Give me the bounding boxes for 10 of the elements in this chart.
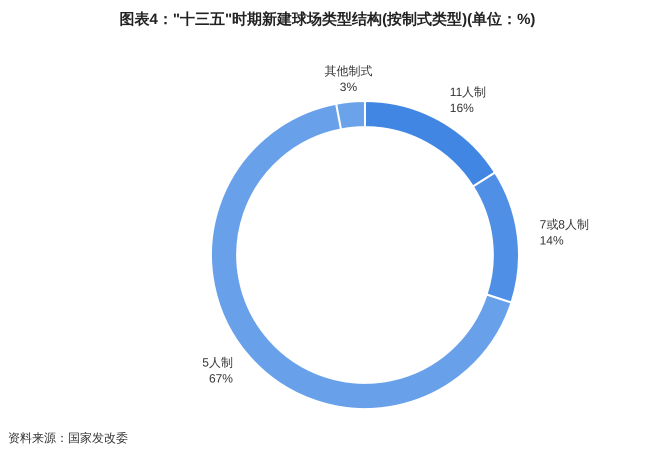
slice-label: 11人制 bbox=[450, 85, 486, 100]
data-label: 67% bbox=[208, 372, 234, 386]
chart-title: 图表4："十三五"时期新建球场类型结构(按制式类型)(单位：%) bbox=[118, 10, 536, 30]
text: 资料来源：国家发改委 bbox=[8, 430, 129, 447]
slice-label: 5人制 bbox=[202, 356, 233, 370]
data-label: 14% bbox=[540, 233, 564, 248]
data-label: 16% bbox=[450, 101, 474, 116]
slice-label: 7或8人制 bbox=[540, 217, 589, 232]
slice-label: 其他制式 bbox=[324, 64, 372, 78]
data-label: 3% bbox=[340, 80, 358, 94]
